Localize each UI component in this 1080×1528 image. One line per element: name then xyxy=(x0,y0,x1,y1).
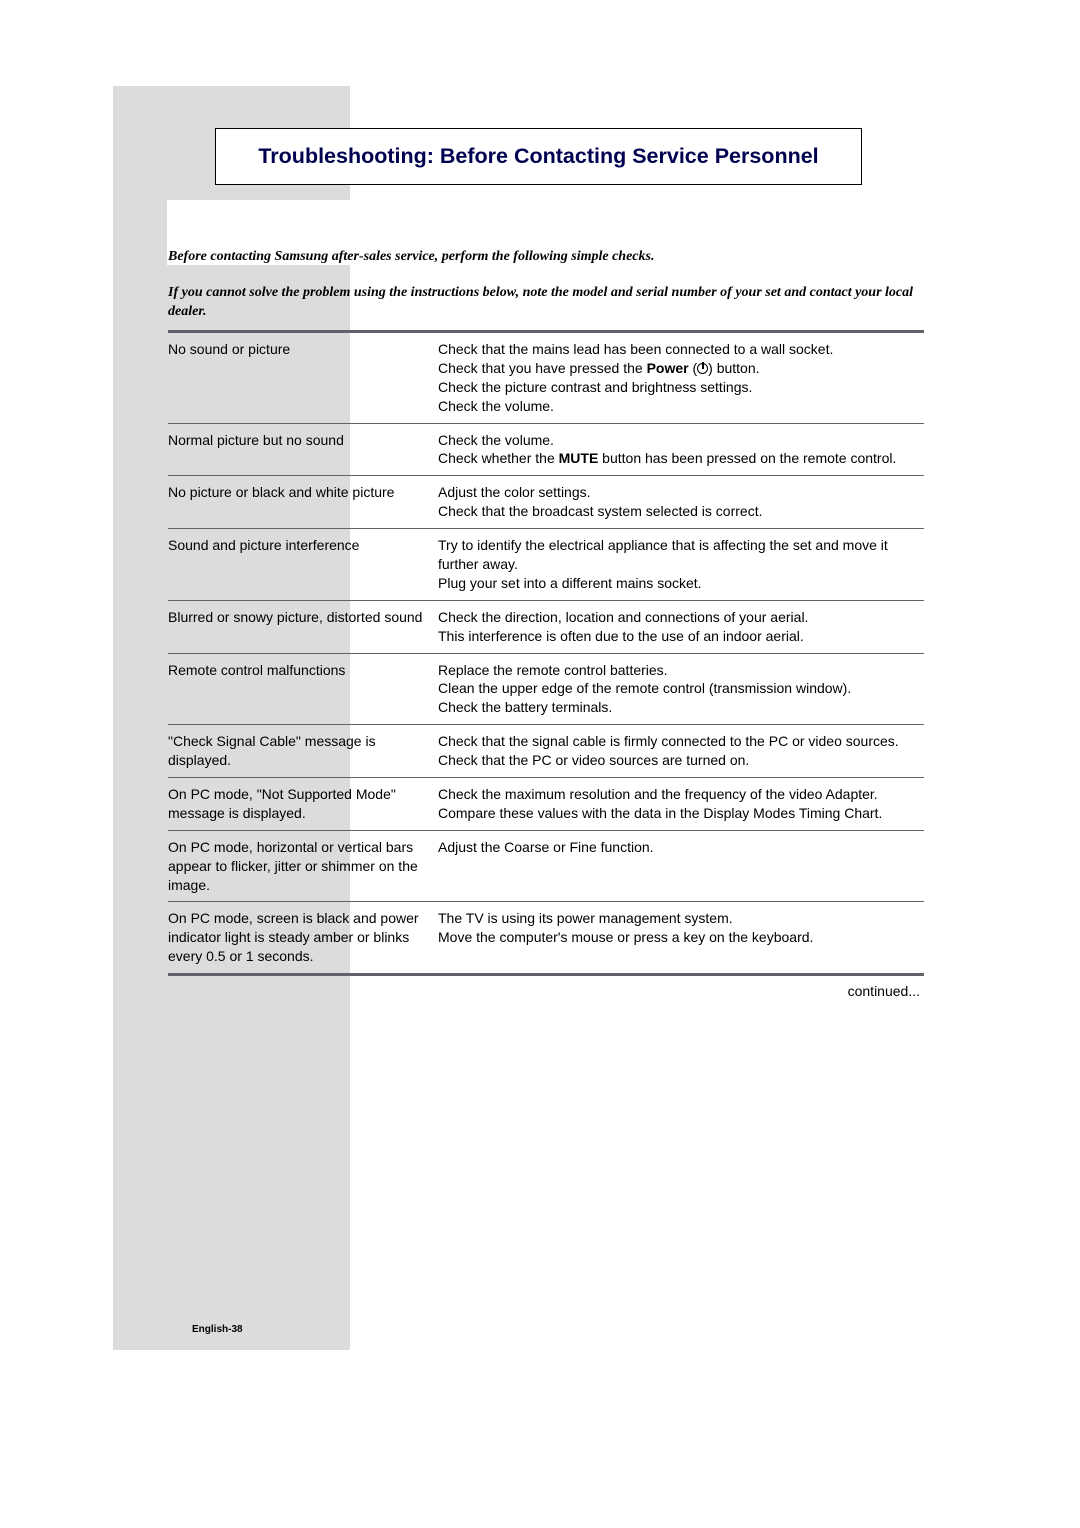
page-number: English-38 xyxy=(192,1324,243,1335)
problem-cell: On PC mode, screen is black and power in… xyxy=(168,902,438,975)
intro-p2: If you cannot solve the problem using th… xyxy=(168,284,924,322)
page-title: Troubleshooting: Before Contacting Servi… xyxy=(258,144,818,169)
intro-p1: Before contacting Samsung after-sales se… xyxy=(168,248,924,267)
troubleshooting-table: No sound or pictureCheck that the mains … xyxy=(168,330,924,976)
problem-cell: Normal picture but no sound xyxy=(168,423,438,476)
intro-block: Before contacting Samsung after-sales se… xyxy=(168,248,924,339)
solution-cell: Check that the mains lead has been conne… xyxy=(438,332,924,424)
problem-cell: "Check Signal Cable" message is displaye… xyxy=(168,725,438,778)
solution-cell: Check the direction, location and connec… xyxy=(438,600,924,653)
continued-label: continued... xyxy=(848,983,920,999)
solution-cell: Adjust the Coarse or Fine function. xyxy=(438,830,924,902)
table-row: Sound and picture interferenceTry to ide… xyxy=(168,529,924,601)
table-row: No picture or black and white pictureAdj… xyxy=(168,476,924,529)
table-row: On PC mode, screen is black and power in… xyxy=(168,902,924,975)
solution-cell: Check the volume.Check whether the MUTE … xyxy=(438,423,924,476)
solution-cell: Check the maximum resolution and the fre… xyxy=(438,778,924,831)
problem-cell: Sound and picture interference xyxy=(168,529,438,601)
table-row: "Check Signal Cable" message is displaye… xyxy=(168,725,924,778)
problem-cell: No picture or black and white picture xyxy=(168,476,438,529)
problem-cell: Remote control malfunctions xyxy=(168,653,438,725)
solution-cell: Check that the signal cable is firmly co… xyxy=(438,725,924,778)
problem-cell: No sound or picture xyxy=(168,332,438,424)
problem-cell: Blurred or snowy picture, distorted soun… xyxy=(168,600,438,653)
solution-cell: The TV is using its power management sys… xyxy=(438,902,924,975)
solution-cell: Replace the remote control batteries.Cle… xyxy=(438,653,924,725)
table-row: Remote control malfunctionsReplace the r… xyxy=(168,653,924,725)
power-icon xyxy=(697,363,708,374)
title-box: Troubleshooting: Before Contacting Servi… xyxy=(215,128,862,185)
solution-cell: Try to identify the electrical appliance… xyxy=(438,529,924,601)
table-row: Blurred or snowy picture, distorted soun… xyxy=(168,600,924,653)
problem-cell: On PC mode, "Not Supported Mode" message… xyxy=(168,778,438,831)
table-row: No sound or pictureCheck that the mains … xyxy=(168,332,924,424)
problem-cell: On PC mode, horizontal or vertical bars … xyxy=(168,830,438,902)
table-row: On PC mode, "Not Supported Mode" message… xyxy=(168,778,924,831)
table-row: Normal picture but no soundCheck the vol… xyxy=(168,423,924,476)
solution-cell: Adjust the color settings.Check that the… xyxy=(438,476,924,529)
table-row: On PC mode, horizontal or vertical bars … xyxy=(168,830,924,902)
